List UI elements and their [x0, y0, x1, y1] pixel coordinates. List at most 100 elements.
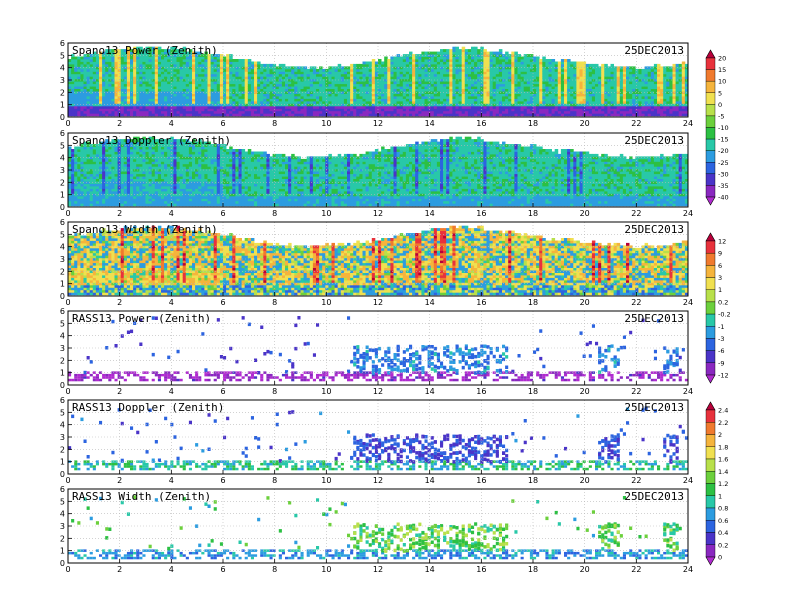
heatmap-cell: [425, 52, 429, 55]
heatmap-cell: [570, 113, 574, 116]
heatmap-cell: [335, 89, 339, 92]
heatmap-cell: [533, 111, 537, 114]
heatmap-cell: [84, 99, 88, 102]
heatmap-cell: [409, 113, 413, 116]
heatmap-cell: [204, 84, 208, 87]
heatmap-cell: [260, 64, 264, 67]
heatmap-cell: [471, 47, 475, 50]
heatmap-cell: [673, 99, 677, 102]
heatmap-cell: [254, 113, 258, 116]
heatmap-cell: [192, 106, 196, 109]
heatmap-cell: [490, 62, 494, 65]
heatmap-cell: [288, 84, 292, 87]
heatmap-cell: [626, 69, 630, 72]
heatmap-cell: [456, 69, 460, 72]
heatmap-cell: [325, 103, 329, 106]
heatmap-cell: [406, 106, 410, 109]
heatmap-cell: [595, 64, 599, 67]
heatmap-cell: [127, 81, 130, 84]
heatmap-cell: [248, 69, 252, 72]
heatmap-cell: [648, 74, 652, 77]
heatmap-cell: [496, 76, 500, 79]
heatmap-cell: [96, 111, 100, 114]
heatmap-cell: [449, 113, 453, 116]
heatmap-cell: [195, 99, 199, 102]
heatmap-cell: [332, 113, 336, 116]
heatmap-cell: [335, 74, 339, 77]
heatmap-cell: [108, 89, 112, 92]
heatmap-cell: [629, 99, 633, 102]
heatmap-cell: [555, 113, 559, 116]
heatmap-cell: [542, 62, 546, 65]
heatmap-cell: [614, 106, 618, 109]
heatmap-cell: [273, 99, 277, 102]
heatmap-cell: [180, 69, 184, 72]
heatmap-cell: [657, 81, 661, 84]
heatmap-cell: [84, 201, 88, 204]
heatmap-cell: [483, 84, 487, 87]
heatmap-cell: [629, 96, 633, 99]
heatmap-cell: [400, 89, 404, 92]
heatmap-cell: [248, 76, 252, 79]
heatmap-cell: [462, 81, 466, 84]
heatmap-cell: [545, 99, 549, 102]
heatmap-cell: [115, 113, 119, 116]
heatmap-cell: [142, 66, 146, 69]
heatmap-cell: [555, 96, 559, 99]
heatmap-cell: [285, 81, 289, 84]
heatmap-cell: [642, 99, 646, 102]
heatmap-cell: [403, 84, 407, 87]
heatmap-cell: [310, 89, 314, 92]
heatmap-cell: [598, 69, 602, 72]
heatmap-cell: [108, 62, 112, 65]
heatmap-cell: [183, 111, 187, 114]
heatmap-cell: [614, 96, 618, 99]
heatmap-cell: [425, 59, 429, 62]
heatmap-cell: [68, 189, 72, 192]
heatmap-cell: [332, 89, 336, 92]
heatmap-cell: [279, 84, 283, 87]
heatmap-cell: [279, 99, 283, 102]
heatmap-cell: [372, 81, 376, 84]
heatmap-cell: [542, 113, 546, 116]
heatmap-cell: [440, 76, 444, 79]
heatmap-cell: [251, 62, 255, 65]
heatmap-cell: [266, 96, 270, 99]
heatmap-cell: [400, 84, 404, 87]
heatmap-cell: [598, 96, 602, 99]
heatmap-cell: [217, 96, 221, 99]
heatmap-cell: [555, 111, 559, 114]
heatmap-cell: [263, 111, 267, 114]
heatmap-cell: [149, 84, 153, 87]
heatmap-cell: [68, 81, 72, 84]
heatmap-cell: [263, 89, 267, 92]
heatmap-cell: [583, 96, 587, 99]
heatmap-cell: [586, 81, 590, 84]
heatmap-cell: [369, 76, 373, 79]
heatmap-cell: [387, 84, 391, 87]
heatmap-cell: [127, 59, 130, 62]
heatmap-cell: [533, 99, 537, 102]
heatmap-cell: [294, 81, 298, 84]
heatmap-cell: [620, 111, 624, 114]
heatmap-cell: [208, 111, 212, 114]
heatmap-cell: [322, 96, 326, 99]
heatmap-cell: [139, 59, 143, 62]
heatmap-cell: [471, 81, 475, 84]
heatmap-cell: [378, 76, 382, 79]
heatmap-cell: [142, 111, 146, 114]
heatmap-cell: [84, 196, 88, 199]
heatmap-cell: [254, 96, 258, 99]
heatmap-cell: [235, 96, 239, 99]
heatmap-cell: [332, 81, 336, 84]
heatmap-cell: [232, 99, 236, 102]
heatmap-cell: [418, 66, 422, 69]
heatmap-cell: [133, 59, 137, 62]
heatmap-cell: [232, 91, 236, 94]
heatmap-cell: [394, 99, 398, 102]
heatmap-cell: [394, 113, 398, 116]
heatmap-cell: [108, 59, 112, 62]
heatmap-cell: [332, 99, 336, 102]
heatmap-cell: [570, 76, 574, 79]
heatmap-cell: [586, 99, 590, 102]
